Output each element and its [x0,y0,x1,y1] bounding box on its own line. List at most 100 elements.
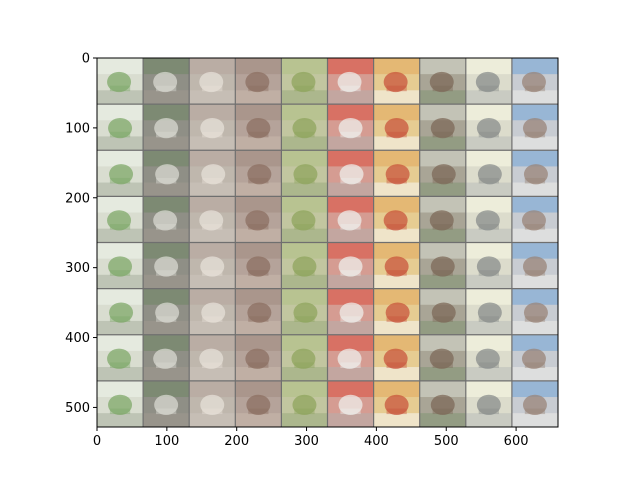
red-flower-icon [385,164,410,185]
tile-gray-dog [189,380,236,427]
tile-lower-region [235,367,282,381]
tile-brown-animal [235,104,282,151]
tile-lower-region [511,90,558,105]
tile-lower-region [465,320,512,335]
tile-gray-dog [189,288,236,335]
tile-upper-region [281,334,328,351]
tile-lower-region [327,182,374,197]
tile-ship [465,196,512,243]
tile-dark-animal [143,196,190,243]
tile-lower-region [419,320,466,335]
tile-detail [524,408,546,415]
tile-lower-region [189,182,236,197]
tile-upper-region [373,242,420,259]
tile-red-flower [373,104,420,151]
horse-icon [430,256,455,277]
y-tick-label: 0 [82,52,90,67]
dark-animal-icon [153,348,178,369]
tile-upper-region [465,104,512,121]
red-flower-icon [384,256,409,277]
frog-on-leaves-icon [293,164,318,185]
tile-separators [97,58,558,427]
tile-detail [386,270,407,276]
tile-upper-region [235,380,282,398]
tile-upper-region [327,196,374,213]
tile-white-cat [327,150,374,197]
tile-lower-region [189,136,236,151]
frog-on-leaves-icon [291,210,316,231]
tile-upper-region [189,58,236,75]
ship-icon [476,394,501,416]
tile-lower-region [281,136,328,151]
dark-animal-icon [153,210,178,231]
tile-detail [524,131,546,138]
tile-upper-region [281,58,328,75]
gray-dog-icon [200,256,225,277]
ship-icon [476,256,501,277]
white-cat-icon [337,348,362,369]
tile-detail [248,177,269,184]
tile-detail [340,270,361,276]
tile-detail [478,316,499,322]
tile-upper-region [511,242,558,259]
tile-lower-region [143,274,190,289]
tile-lower-region [373,136,420,151]
white-cat-icon [339,302,364,323]
gray-dog-icon [199,210,224,231]
tile-upper-region [327,288,374,305]
ship-icon [475,71,500,93]
tile-detail [524,224,546,230]
tile-white-cat [327,196,374,243]
bird-in-grass-icon [108,117,133,139]
frog-on-leaves-icon [291,348,316,369]
tile-lower-region [465,136,512,151]
y-tick-label: 100 [65,121,90,136]
red-flower-icon [384,394,409,416]
tile-truck [511,380,558,427]
axes-frame [96,57,559,428]
tile-upper-region [235,288,282,305]
tile-detail [386,224,407,230]
tile-upper-region [419,58,466,75]
tile-upper-region [327,242,374,259]
tile-lower-region [143,136,190,151]
brown-animal-icon [246,256,271,277]
tile-lower-region [189,228,236,243]
tile-upper-region [143,242,190,259]
tile-lower-region [143,182,190,197]
tile-upper-region [97,288,144,305]
tile-lower-region [281,274,328,289]
tile-detail [386,85,407,92]
tile-upper-region [511,196,558,213]
tile-detail [386,408,407,415]
dark-animal-icon [153,71,178,93]
gray-dog-icon [201,164,226,185]
horse-icon [431,164,456,185]
tile-gray-dog [189,104,236,151]
ship-icon [475,348,500,369]
tile-detail [386,362,407,368]
tile-lower-region [143,367,190,381]
tile-detail [248,362,269,368]
tile-horse [419,104,466,151]
tile-detail [524,316,546,322]
tile-ship [465,242,512,289]
tile-detail [340,362,361,368]
tile-detail [109,177,131,184]
tile-upper-region [97,242,144,259]
gray-dog-icon [199,348,224,369]
tile-upper-region [97,58,144,75]
tile-horse [419,58,466,105]
tile-red-flower [373,58,420,105]
tile-detail [524,270,546,276]
red-flower-icon [383,348,408,369]
bird-in-grass-icon [108,256,133,277]
tile-truck [511,334,558,381]
tile-detail [432,316,453,322]
tile-lower-region [189,367,236,381]
tile-truck [511,104,558,151]
horse-icon [429,71,454,93]
horse-icon [429,348,454,369]
tile-detail [202,224,223,230]
tile-horse [419,196,466,243]
